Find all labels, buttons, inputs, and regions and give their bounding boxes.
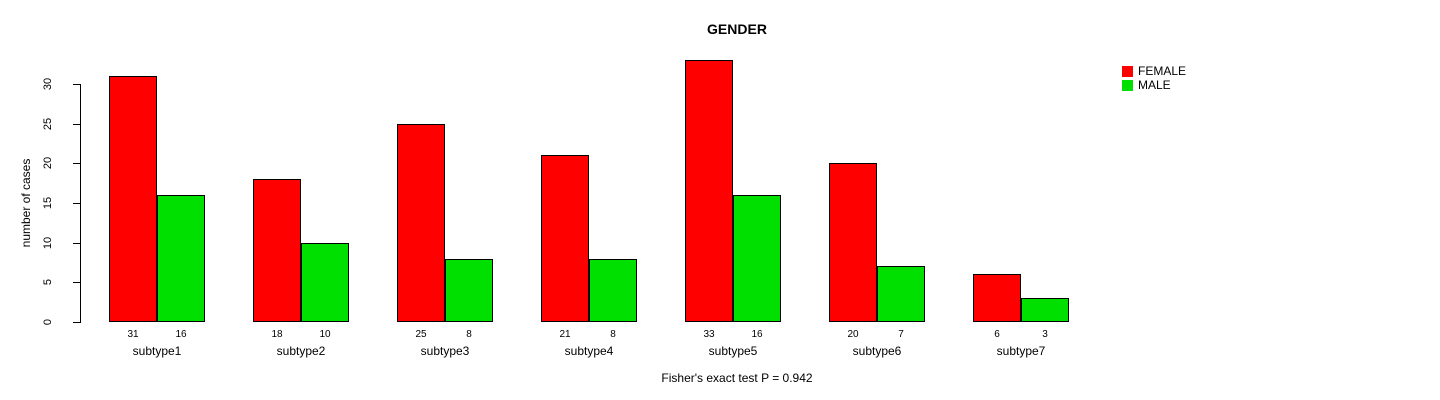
bar-female-subtype3 [397,124,445,322]
y-axis-tick [73,163,80,164]
legend-swatch-male [1122,79,1133,91]
y-axis-tick-label: 20 [42,156,54,170]
bar-male-subtype5 [733,195,781,322]
y-axis-tick-label: 10 [42,236,54,250]
bar-value-label: 20 [847,329,859,340]
bar-female-subtype7 [973,274,1021,322]
legend-item-female: FEMALE [1122,64,1186,78]
category-label-subtype1: subtype1 [132,344,182,358]
y-axis-tick-label: 25 [42,117,54,131]
category-label-subtype7: subtype7 [996,344,1046,358]
category-label-subtype2: subtype2 [276,344,326,358]
legend: FEMALE MALE [1122,64,1186,92]
legend-label: MALE [1138,78,1171,92]
bar-female-subtype2 [253,179,301,322]
bar-value-label: 18 [271,329,283,340]
y-axis-tick [73,282,80,283]
y-axis-tick-label: 30 [42,77,54,91]
bar-value-label: 16 [751,329,763,340]
y-axis-tick [73,322,80,323]
bar-female-subtype1 [109,76,157,322]
bar-female-subtype5 [685,60,733,322]
category-label-subtype6: subtype6 [852,344,902,358]
chart-title: GENDER [707,21,767,37]
bar-male-subtype4 [589,259,637,322]
y-axis-line [80,84,81,323]
bar-male-subtype1 [157,195,205,322]
bar-value-label: 10 [319,329,331,340]
y-axis-tick [73,243,80,244]
bar-value-label: 8 [466,329,472,340]
category-label-subtype4: subtype4 [564,344,614,358]
bar-value-label: 16 [175,329,187,340]
bar-value-label: 6 [994,329,1000,340]
bar-value-label: 3 [1042,329,1048,340]
legend-label: FEMALE [1138,64,1187,78]
bar-male-subtype3 [445,259,493,322]
y-axis-label: number of cases [19,158,33,248]
caption-fisher-test: Fisher's exact test P = 0.942 [661,371,813,385]
bar-male-subtype2 [301,243,349,322]
y-axis-tick [73,203,80,204]
bar-male-subtype6 [877,266,925,322]
bar-value-label: 25 [415,329,427,340]
bar-value-label: 31 [127,329,139,340]
legend-item-male: MALE [1122,78,1186,92]
bar-value-label: 7 [898,329,904,340]
bar-male-subtype7 [1021,298,1069,322]
legend-swatch-female [1122,65,1133,77]
y-axis-tick-label: 5 [42,278,54,286]
y-axis-tick [73,124,80,125]
y-axis-tick-label: 0 [42,318,54,326]
category-label-subtype3: subtype3 [420,344,470,358]
y-axis-tick-label: 15 [42,196,54,210]
bar-female-subtype6 [829,163,877,322]
bar-female-subtype4 [541,155,589,322]
bar-value-label: 21 [559,329,571,340]
y-axis-tick [73,84,80,85]
bar-value-label: 33 [703,329,715,340]
bar-value-label: 8 [610,329,616,340]
category-label-subtype5: subtype5 [708,344,758,358]
